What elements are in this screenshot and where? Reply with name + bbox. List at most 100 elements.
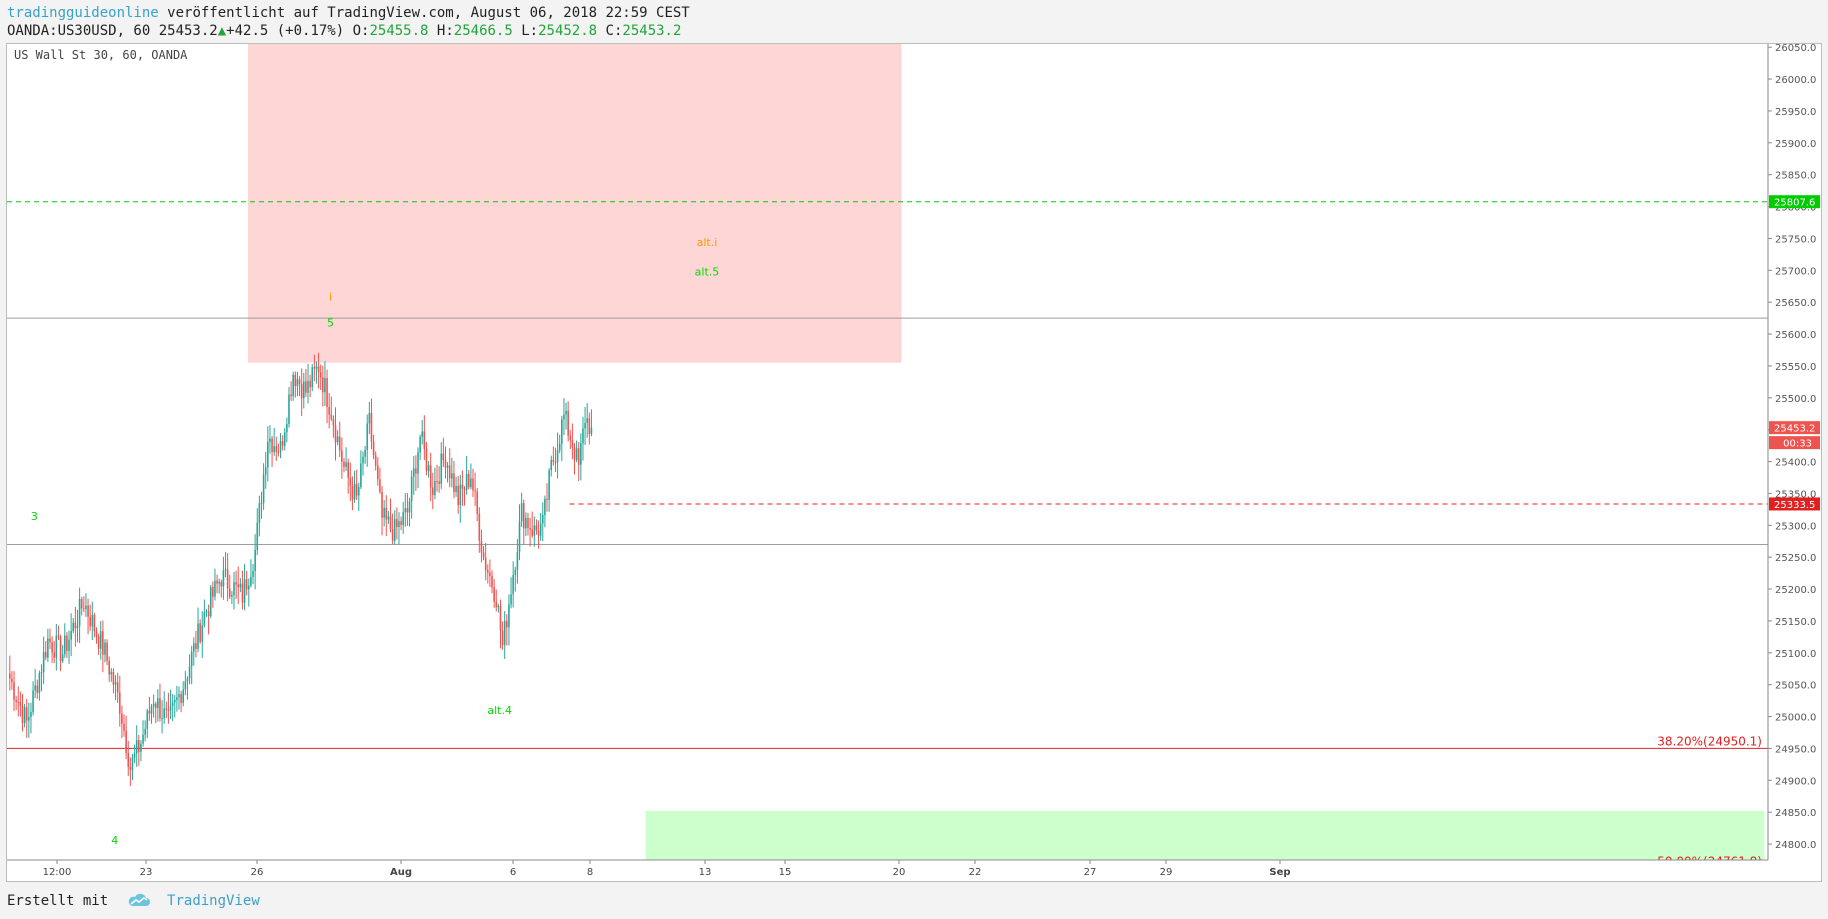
candle-body (95, 631, 98, 637)
candle-body (552, 459, 555, 462)
candle-body (554, 461, 557, 463)
price-tick-label: 25600.0 (1775, 330, 1816, 341)
price-chart[interactable]: alt.i alt.5 i 5 3 alt.4 4 38.20%(24950.1) 50.00%… (7, 44, 1821, 881)
price-tag-bg (1769, 497, 1820, 511)
candle-body (112, 671, 115, 685)
candle-body (283, 432, 286, 446)
candle-body (44, 652, 47, 658)
candle-body (486, 570, 489, 573)
tradingview-link[interactable]: TradingView (167, 893, 260, 909)
candle-body (440, 453, 443, 484)
candle-body (245, 579, 248, 590)
candle-body (15, 699, 17, 702)
candle-body (224, 569, 227, 571)
candle-body (264, 467, 267, 475)
candle-body (451, 473, 453, 479)
candle-body (544, 498, 546, 515)
candle-body (118, 692, 121, 714)
time-tick-label: 20 (893, 867, 906, 878)
time-tick-label: 15 (779, 867, 792, 878)
candle-body (239, 583, 242, 588)
candle-body (235, 582, 237, 585)
candle-body (305, 381, 307, 393)
candle-body (324, 378, 326, 393)
candle-body (178, 694, 180, 698)
candle-body (159, 698, 161, 719)
candle-body (404, 508, 407, 513)
candle-body (104, 642, 106, 655)
publish-info: veröffentlicht auf TradingView.com, Augu… (167, 5, 690, 21)
candle-body (207, 611, 210, 616)
candle-body (11, 678, 13, 683)
candle-body (480, 540, 483, 553)
last-price-tag-bg (1769, 421, 1820, 435)
candle-body (116, 682, 119, 693)
candle-body (499, 605, 502, 631)
price-tick-label: 25950.0 (1775, 107, 1816, 118)
candle-body (34, 685, 36, 691)
candle-body (61, 654, 64, 662)
candle-body (49, 638, 51, 643)
price-tick-label: 24950.0 (1775, 744, 1816, 755)
candle-body (91, 614, 94, 627)
candle-body (63, 635, 66, 655)
candle-body (199, 623, 201, 642)
candle-body (72, 622, 75, 632)
candle-body (288, 394, 290, 424)
candle-body (99, 631, 102, 649)
candle-body (258, 503, 261, 523)
candle-body (254, 549, 256, 572)
candle-body (256, 522, 259, 550)
price-tick-label: 25500.0 (1775, 394, 1816, 405)
candle-body (510, 594, 512, 605)
candle-body (575, 448, 578, 461)
candle-body (434, 481, 436, 496)
candle-body (474, 490, 476, 492)
time-tick-label: 26 (251, 867, 264, 878)
candle-body (193, 643, 195, 652)
candle-body (427, 465, 430, 471)
price-tick-label: 25200.0 (1775, 585, 1816, 596)
symbol-info: OANDA:US30USD, 60 25453.2 (7, 23, 218, 39)
candle-body (379, 479, 381, 492)
candle-body (334, 425, 337, 443)
candle-body (25, 707, 28, 721)
candle-body (417, 452, 419, 474)
candle-body (300, 384, 303, 399)
price-tag-bg (1769, 195, 1820, 209)
candle-body (70, 631, 72, 640)
price-tick-label: 25900.0 (1775, 139, 1816, 150)
candle-body (529, 528, 531, 530)
candle-body (364, 449, 366, 457)
candle-body (135, 740, 138, 754)
candle-body (497, 605, 500, 608)
candle-body (307, 380, 309, 393)
open-value: 25455.8 (369, 23, 429, 39)
candle-body (516, 552, 519, 570)
candle-body (580, 443, 582, 465)
candle-body (218, 581, 220, 584)
candle-body (260, 502, 263, 504)
candle-body (588, 418, 591, 435)
candle-body (243, 579, 246, 603)
candle-body (114, 682, 117, 685)
candle-body (277, 451, 280, 453)
candle-body (102, 631, 104, 655)
candle-body (558, 443, 561, 451)
candle-body (501, 630, 504, 646)
candle-body (23, 707, 26, 724)
time-tick-label: 8 (587, 867, 593, 878)
author-link[interactable]: tradingguideonline (7, 5, 159, 21)
candle-body (525, 517, 527, 529)
candle-body (212, 587, 214, 597)
price-tick-label: 25850.0 (1775, 171, 1816, 182)
candle-body (157, 698, 159, 709)
wave-label: alt.5 (695, 265, 720, 278)
candle-body (9, 673, 11, 679)
chart-panel[interactable]: alt.i alt.5 i 5 3 alt.4 4 38.20%(24950.1) 50.00%… (6, 43, 1822, 882)
candle-body (125, 730, 127, 754)
candle-body (201, 625, 204, 642)
time-axis: 12:00 23 26 Aug 6 8 13 15 20 22 27 29 Sep (7, 859, 1768, 878)
candle-body (176, 697, 178, 700)
candle-body (412, 468, 415, 477)
